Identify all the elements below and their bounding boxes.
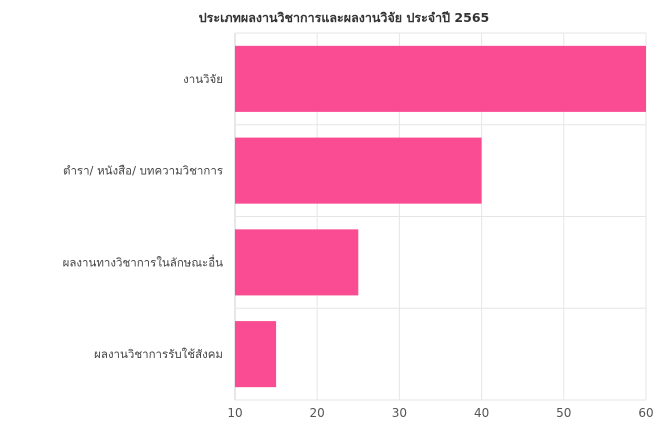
x-tick-label: 10 [227, 406, 242, 420]
chart-title: ประเภทผลงานวิชาการและผลงานวิจัย ประจำปี … [199, 10, 489, 25]
category-label: งานวิจัย [183, 72, 223, 86]
bar-2[interactable] [235, 137, 482, 204]
x-tick-label: 40 [474, 406, 489, 420]
x-tick-label: 60 [638, 406, 653, 420]
bar-4[interactable] [235, 321, 277, 388]
category-label: ตำรา/ หนังสือ/ บทความวิชาการ [63, 164, 223, 178]
x-tick-label: 50 [556, 406, 571, 420]
bar-3[interactable] [235, 229, 359, 296]
bar-1[interactable] [235, 45, 646, 112]
x-tick-label: 20 [310, 406, 325, 420]
bars [235, 45, 646, 388]
category-label: ผลงานทางวิชาการในลักษณะอื่น [63, 254, 224, 269]
category-label: ผลงานวิชาการรับใช้สังคม [94, 347, 223, 361]
x-axis-tick-labels: 10 20 30 40 50 60 [227, 406, 653, 420]
x-tick-label: 30 [392, 406, 407, 420]
category-labels: งานวิจัยตำรา/ หนังสือ/ บทความวิชาการผลงา… [63, 72, 224, 361]
